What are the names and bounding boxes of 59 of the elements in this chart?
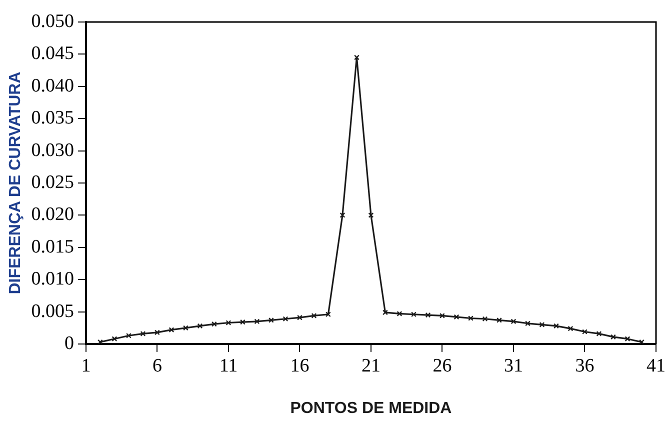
x-tick-label: 41	[646, 355, 666, 376]
point	[354, 54, 360, 60]
y-tick-label: 0.045	[31, 43, 74, 64]
point	[226, 320, 232, 326]
x-tick-label: 6	[152, 355, 162, 376]
point	[624, 336, 630, 342]
point	[254, 318, 260, 324]
y-tick-label: 0.010	[31, 268, 74, 290]
point	[396, 311, 402, 316]
y-tick-label: 0.005	[31, 300, 74, 322]
x-tick-label: 31	[504, 355, 523, 376]
point	[482, 316, 488, 322]
point	[112, 336, 118, 342]
x-tick-label: 16	[290, 355, 310, 376]
point	[582, 329, 588, 334]
point	[326, 312, 331, 318]
point	[468, 316, 474, 321]
point	[596, 330, 602, 336]
x-tick-label: 11	[219, 355, 238, 376]
x-tick-label: 26	[432, 355, 452, 376]
point	[568, 326, 574, 332]
y-tick-label: 0.040	[31, 75, 74, 96]
x-tick-label: 21	[361, 355, 380, 376]
point	[311, 312, 317, 318]
point	[382, 310, 388, 316]
point	[140, 330, 146, 336]
point	[197, 323, 203, 329]
y-tick-label: 0.020	[31, 204, 74, 226]
point	[440, 312, 445, 318]
x-tick-label: 36	[575, 355, 594, 376]
point	[211, 321, 217, 327]
x-axis-title: PONTOS DE MEDIDA	[290, 400, 452, 417]
point	[340, 212, 346, 218]
point	[425, 312, 431, 318]
point	[496, 317, 502, 323]
point	[510, 318, 516, 324]
point	[268, 317, 274, 323]
point	[297, 314, 302, 320]
point	[554, 323, 559, 329]
point	[126, 332, 132, 338]
x-tick-label: 1	[81, 355, 91, 376]
y-tick-label: 0.015	[31, 236, 74, 258]
point	[539, 322, 545, 328]
y-tick-label: 0.030	[31, 140, 74, 161]
y-tick-label: 0.035	[31, 108, 74, 129]
y-tick-label: 0.050	[31, 10, 74, 32]
point	[240, 319, 246, 325]
point	[282, 316, 288, 322]
point	[411, 312, 416, 318]
point	[168, 327, 174, 333]
point	[182, 325, 188, 331]
y-axis-title: DIFERENÇA DE CURVATURA	[7, 71, 24, 294]
y-tick-label: 0.025	[31, 172, 74, 193]
point	[154, 330, 160, 336]
point	[610, 334, 616, 340]
y-tick-label: 0	[64, 332, 74, 354]
point	[454, 314, 460, 320]
point	[525, 320, 530, 326]
point	[368, 212, 374, 218]
